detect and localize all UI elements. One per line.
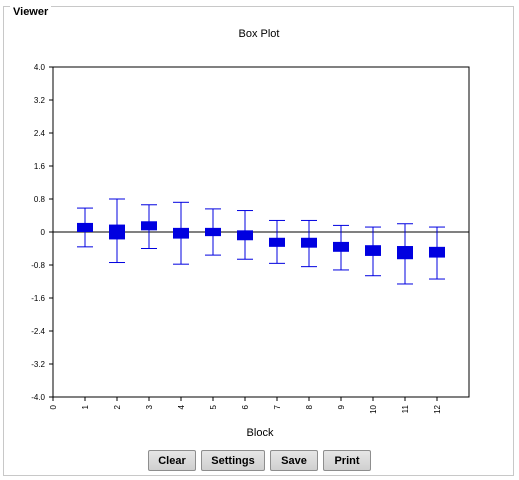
box-body <box>429 246 445 258</box>
settings-button[interactable]: Settings <box>201 450 265 471</box>
box-body <box>237 230 253 241</box>
x-tick-label: 10 <box>369 404 378 413</box>
box-2 <box>109 198 125 264</box>
x-tick-label: 1 <box>81 404 90 409</box>
box-12 <box>429 226 445 280</box>
x-tick-label: 2 <box>113 404 122 409</box>
box-body <box>301 237 317 248</box>
chart-title: Box Plot <box>239 28 280 40</box>
box-plot-chart: Box Plot 4.0 3.2 2.4 1.6 0.8 0 -0.8 -1.6 -2.4 -3.… <box>31 28 470 439</box>
save-button[interactable]: Save <box>270 450 318 471</box>
y-tick-label: 0 <box>41 228 46 237</box>
y-tick-label: 4.0 <box>34 63 46 72</box>
y-tick-label: 1.6 <box>34 162 46 171</box>
box-body <box>173 227 189 239</box>
box-series <box>77 198 445 285</box>
box-body <box>397 246 413 260</box>
x-tick-label: 5 <box>209 404 218 409</box>
box-9 <box>333 224 349 271</box>
box-8 <box>301 219 317 268</box>
x-tick-label: 0 <box>49 404 58 409</box>
box-body <box>109 224 125 240</box>
y-tick-label: 3.2 <box>34 96 46 105</box>
y-tick-label: 2.4 <box>34 129 46 138</box>
box-1 <box>77 207 93 248</box>
y-tick-label: -4.0 <box>31 393 45 402</box>
box-7 <box>269 219 285 264</box>
x-axis-label: Block <box>247 427 274 439</box>
y-tick-label: -1.6 <box>31 294 45 303</box>
box-5 <box>205 208 221 256</box>
y-axis: 4.0 3.2 2.4 1.6 0.8 0 -0.8 -1.6 -2.4 -3.2 -4.0 <box>31 63 53 402</box>
print-button[interactable]: Print <box>323 450 371 471</box>
x-axis: 0 1 2 3 4 5 6 7 8 9 10 11 12 <box>49 397 442 414</box>
x-tick-label: 9 <box>337 404 346 409</box>
clear-button[interactable]: Clear <box>148 450 196 471</box>
y-tick-label: -0.8 <box>31 261 45 270</box>
x-tick-label: 7 <box>273 404 282 409</box>
x-tick-label: 8 <box>305 404 314 409</box>
box-10 <box>365 226 381 277</box>
viewer-title: Viewer <box>10 6 52 18</box>
box-11 <box>397 223 413 285</box>
x-tick-label: 12 <box>433 404 442 413</box>
box-4 <box>173 201 189 265</box>
x-tick-label: 3 <box>145 404 154 409</box>
box-3 <box>141 204 157 249</box>
y-tick-label: -2.4 <box>31 327 45 336</box>
x-tick-label: 11 <box>401 404 410 413</box>
box-body <box>205 227 221 237</box>
viewer-panel: Viewer <box>3 6 514 476</box>
x-tick-label: 6 <box>241 404 250 409</box>
y-tick-label: 0.8 <box>34 195 46 204</box>
button-bar: Clear Settings Save Print <box>0 450 519 472</box>
box-body <box>141 221 157 231</box>
box-body <box>269 237 285 247</box>
box-body <box>77 222 93 232</box>
box-body <box>365 245 381 256</box>
box-6 <box>237 210 253 260</box>
box-body <box>333 241 349 252</box>
x-tick-label: 4 <box>177 404 186 409</box>
y-tick-label: -3.2 <box>31 360 45 369</box>
